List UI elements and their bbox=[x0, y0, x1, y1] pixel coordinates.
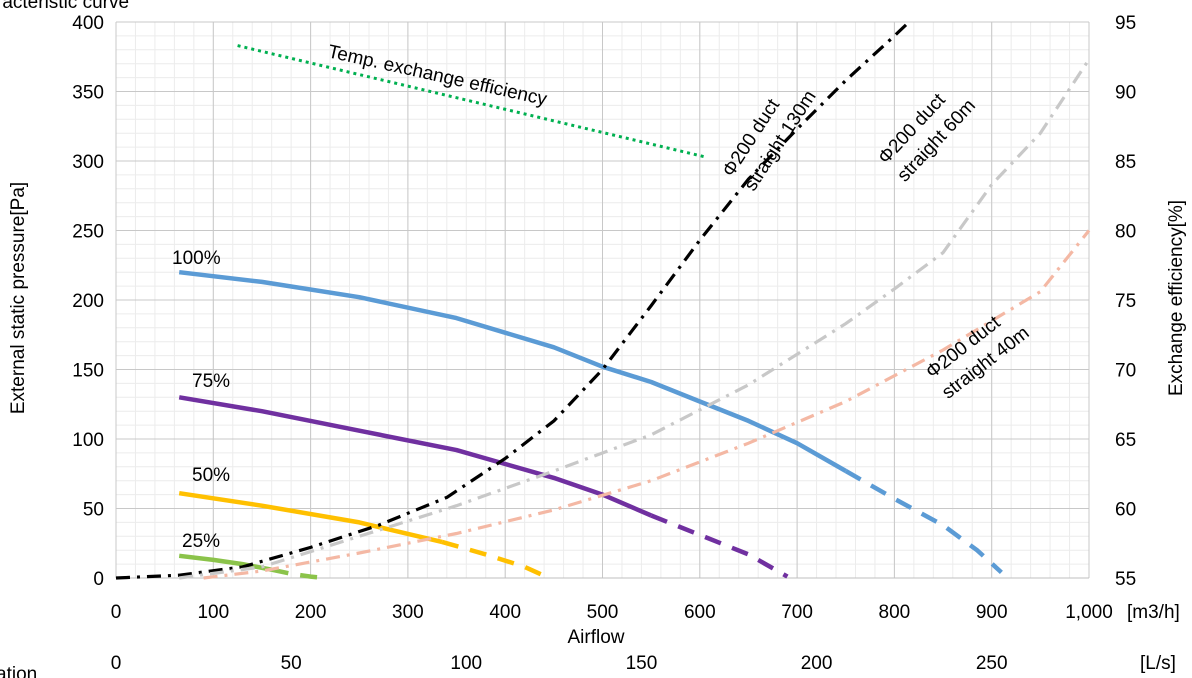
label-duct-60m: Φ200 duct straight 60m bbox=[874, 89, 980, 186]
x2-tick-label: 50 bbox=[281, 653, 302, 674]
y-tick-label: 100 bbox=[72, 430, 104, 451]
x-tick-label: 400 bbox=[489, 602, 521, 623]
series-0-solid-line bbox=[178, 269, 847, 473]
y2-tick-label: 75 bbox=[1115, 291, 1136, 312]
y-tick-label: 0 bbox=[93, 569, 104, 590]
y-axis-title: External static pressure[Pa] bbox=[8, 182, 29, 414]
x2-tick-label: 100 bbox=[450, 653, 482, 674]
x2-tick-label: 200 bbox=[801, 653, 833, 674]
y2-tick-label: 95 bbox=[1115, 13, 1136, 34]
y-tick-label: 200 bbox=[72, 291, 104, 312]
y-tick-label: 300 bbox=[72, 152, 104, 173]
y2-tick-label: 85 bbox=[1115, 152, 1136, 173]
y2-tick-label: 60 bbox=[1115, 500, 1136, 521]
series-2-dashed-line bbox=[441, 539, 550, 581]
series-2-solid-line bbox=[178, 490, 443, 545]
x-axis-unit: [m3/h] bbox=[1127, 602, 1180, 623]
x-tick-label: 800 bbox=[879, 602, 911, 623]
series-1-solid-line bbox=[178, 395, 653, 518]
label-75: 75% bbox=[192, 371, 230, 392]
x2-tick-label: 0 bbox=[111, 653, 122, 674]
series-6-duct-line bbox=[203, 229, 1091, 580]
y-tick-label: 50 bbox=[83, 500, 104, 521]
y2-tick-label: 80 bbox=[1115, 222, 1136, 243]
x-axis-title: Airflow bbox=[567, 627, 624, 648]
series-layer bbox=[115, 20, 1091, 581]
series-3-dashed-line bbox=[271, 567, 326, 581]
footnote: ation bbox=[0, 664, 37, 678]
series-3-solid-line bbox=[178, 553, 273, 572]
y2-axis-title: Exchange efficiency[%] bbox=[1166, 200, 1187, 396]
x-tick-label: 600 bbox=[684, 602, 716, 623]
y-tick-label: 350 bbox=[72, 83, 104, 104]
label-25: 25% bbox=[182, 531, 220, 552]
label-50: 50% bbox=[192, 465, 230, 486]
x2-tick-label: 250 bbox=[976, 653, 1008, 674]
x-tick-label: 900 bbox=[976, 602, 1008, 623]
y2-tick-label: 70 bbox=[1115, 361, 1136, 382]
x-tick-label: 100 bbox=[197, 602, 229, 623]
chart-title: racteristic curve bbox=[0, 0, 129, 13]
y2-tick-label: 90 bbox=[1115, 83, 1136, 104]
label-duct-40m: Φ200 duct straight 40m bbox=[922, 312, 1033, 404]
y2-tick-label: 65 bbox=[1115, 430, 1136, 451]
series-4-duct-line bbox=[115, 20, 911, 580]
y2-tick-label: 55 bbox=[1115, 569, 1136, 590]
x-tick-label: 0 bbox=[111, 602, 122, 623]
y-tick-label: 150 bbox=[72, 361, 104, 382]
x-tick-label: 500 bbox=[587, 602, 619, 623]
x-tick-label: 200 bbox=[295, 602, 327, 623]
label-efficiency: Temp. exchange efficiency bbox=[326, 41, 549, 110]
x-tick-label: 1,000 bbox=[1065, 602, 1113, 623]
series-1-dashed-line bbox=[650, 513, 789, 579]
y-tick-label: 250 bbox=[72, 222, 104, 243]
x-tick-label: 300 bbox=[392, 602, 424, 623]
series-7-efficiency-line bbox=[237, 44, 706, 159]
label-100: 100% bbox=[172, 248, 221, 269]
series-0-dashed-line bbox=[844, 469, 1003, 575]
x-tick-label: 700 bbox=[781, 602, 813, 623]
x2-axis-unit: [L/s] bbox=[1140, 653, 1176, 674]
y-tick-label: 400 bbox=[72, 13, 104, 34]
x2-tick-label: 150 bbox=[626, 653, 658, 674]
